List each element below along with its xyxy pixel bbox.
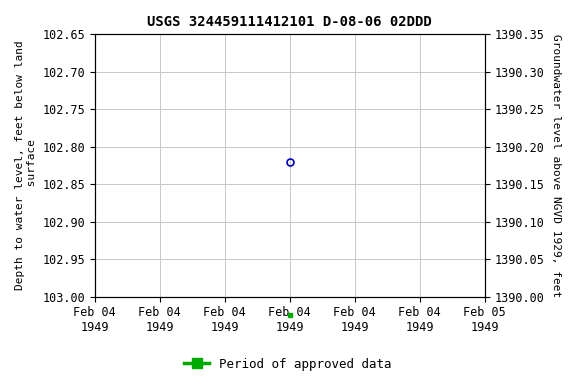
Legend: Period of approved data: Period of approved data	[179, 353, 397, 376]
Title: USGS 324459111412101 D-08-06 02DDD: USGS 324459111412101 D-08-06 02DDD	[147, 15, 432, 29]
Y-axis label: Depth to water level, feet below land
 surface: Depth to water level, feet below land su…	[15, 41, 37, 290]
Y-axis label: Groundwater level above NGVD 1929, feet: Groundwater level above NGVD 1929, feet	[551, 34, 561, 297]
